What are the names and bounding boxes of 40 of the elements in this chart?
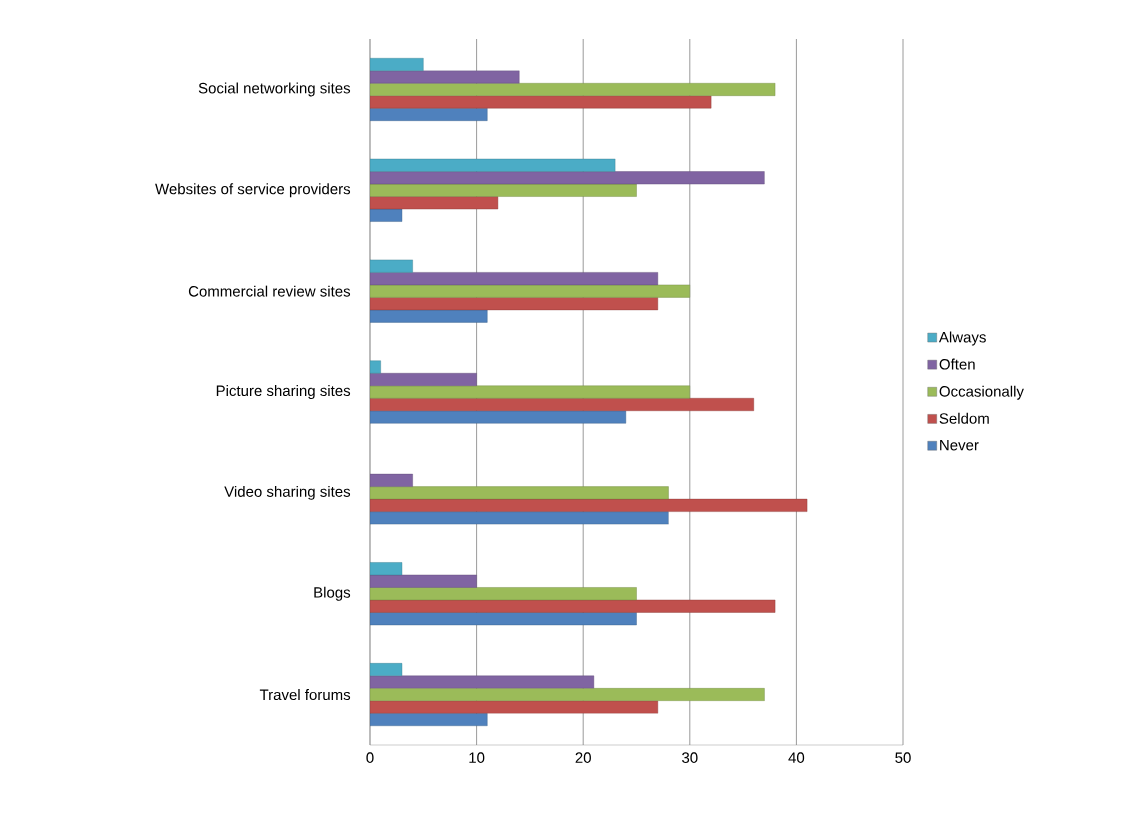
bar	[370, 486, 669, 500]
y-tick-label: Picture sharing sites	[216, 385, 351, 399]
bar	[370, 410, 627, 424]
bar	[370, 599, 776, 613]
bar	[370, 700, 659, 714]
y-tick-label: Travel forums	[259, 689, 351, 701]
bar	[370, 70, 520, 84]
y-tick-label: Websites of service providers	[155, 183, 351, 198]
y-tick-label: Video sharing sites	[224, 485, 351, 500]
y-tick-label: Blogs	[314, 586, 351, 601]
y-tick-label: Commercial review sites	[188, 285, 351, 297]
bar	[370, 272, 659, 286]
legend-label: Never	[940, 439, 979, 451]
x-tick-label: 50	[895, 752, 911, 763]
x-tick-label: 40	[788, 752, 805, 763]
bar	[370, 183, 637, 197]
bar	[370, 171, 765, 185]
bar	[370, 284, 690, 298]
bar	[370, 373, 477, 386]
bar	[370, 196, 499, 210]
x-tick-label: 20	[575, 752, 591, 763]
legend-label: Occasionally	[939, 385, 1024, 400]
x-tick-label: 0	[366, 752, 374, 763]
x-tick-label: 10	[469, 752, 485, 763]
x-tick-label: 30	[682, 752, 698, 763]
legend-label: Always	[938, 331, 986, 346]
bar	[370, 498, 808, 512]
bar	[370, 95, 712, 109]
bar	[370, 473, 413, 487]
bar	[370, 587, 637, 601]
bar	[370, 398, 754, 411]
bar	[370, 688, 765, 702]
bar	[370, 574, 477, 588]
bar	[370, 675, 595, 689]
legend-label: Often	[939, 358, 975, 370]
bar	[370, 82, 776, 96]
legend-label: Seldom	[939, 412, 989, 424]
y-tick-label: Social networking sites	[198, 82, 351, 97]
bar	[370, 385, 690, 399]
bar	[370, 297, 659, 311]
